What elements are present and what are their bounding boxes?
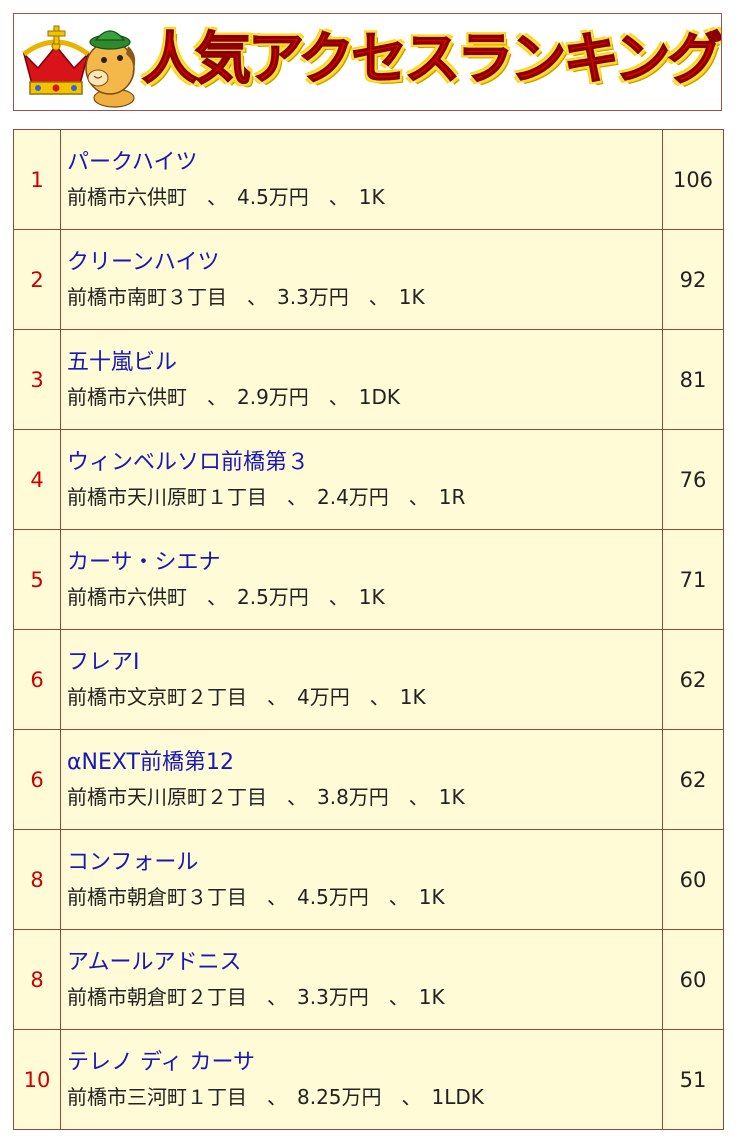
property-details: 前橋市三河町１丁目 、 8.25万円 、 1LDK xyxy=(67,1084,484,1109)
access-count: 62 xyxy=(662,629,724,730)
rank-cell: 2 xyxy=(13,229,61,330)
table-row: 4 ウィンベルソロ前橋第３ 前橋市天川原町１丁目 、 2.4万円 、 1R 76 xyxy=(13,429,724,530)
table-row: 3 五十嵐ビル 前橋市六供町 、 2.9万円 、 1DK 81 xyxy=(13,329,724,430)
access-count: 106 xyxy=(662,129,724,230)
property-name-link[interactable]: コンフォール xyxy=(67,849,199,875)
property-details: 前橋市六供町 、 4.5万円 、 1K xyxy=(67,184,385,209)
property-name-link[interactable]: アムールアドニス xyxy=(67,949,242,975)
rank-cell: 5 xyxy=(13,529,61,630)
ranking-table: 1 パークハイツ 前橋市六供町 、 4.5万円 、 1K 106 2 クリーンハ… xyxy=(13,129,724,1130)
property-details: 前橋市文京町２丁目 、 4万円 、 1K xyxy=(67,684,426,709)
rank-cell: 8 xyxy=(13,829,61,930)
property-cell: クリーンハイツ 前橋市南町３丁目 、 3.3万円 、 1K xyxy=(60,229,663,330)
property-cell: アムールアドニス 前橋市朝倉町２丁目 、 3.3万円 、 1K xyxy=(60,929,663,1030)
access-count: 81 xyxy=(662,329,724,430)
crown-mascot-icon xyxy=(22,25,136,108)
access-count: 92 xyxy=(662,229,724,330)
table-row: 10 テレノ ディ カーサ 前橋市三河町１丁目 、 8.25万円 、 1LDK … xyxy=(13,1029,724,1130)
ranking-banner: 人気アクセスランキング xyxy=(13,13,722,111)
property-name-link[interactable]: フレアⅠ xyxy=(67,649,140,675)
table-row: 6 αNEXT前橋第12 前橋市天川原町２丁目 、 3.8万円 、 1K 62 xyxy=(13,729,724,830)
property-details: 前橋市六供町 、 2.9万円 、 1DK xyxy=(67,384,401,409)
rank-cell: 6 xyxy=(13,729,61,830)
rank-cell: 4 xyxy=(13,429,61,530)
property-name-link[interactable]: 五十嵐ビル xyxy=(67,349,178,375)
property-name-link[interactable]: パークハイツ xyxy=(67,149,198,175)
rank-cell: 3 xyxy=(13,329,61,430)
rank-cell: 8 xyxy=(13,929,61,1030)
property-details: 前橋市朝倉町３丁目 、 4.5万円 、 1K xyxy=(67,884,445,909)
property-cell: カーサ・シエナ 前橋市六供町 、 2.5万円 、 1K xyxy=(60,529,663,630)
table-row: 8 コンフォール 前橋市朝倉町３丁目 、 4.5万円 、 1K 60 xyxy=(13,829,724,930)
property-details: 前橋市六供町 、 2.5万円 、 1K xyxy=(67,584,385,609)
property-details: 前橋市天川原町１丁目 、 2.4万円 、 1R xyxy=(67,484,466,509)
access-count: 76 xyxy=(662,429,724,530)
table-row: 8 アムールアドニス 前橋市朝倉町２丁目 、 3.3万円 、 1K 60 xyxy=(13,929,724,1030)
rank-cell: 1 xyxy=(13,129,61,230)
property-name-link[interactable]: クリーンハイツ xyxy=(67,249,220,275)
table-row: 5 カーサ・シエナ 前橋市六供町 、 2.5万円 、 1K 71 xyxy=(13,529,724,630)
property-cell: パークハイツ 前橋市六供町 、 4.5万円 、 1K xyxy=(60,129,663,230)
rank-cell: 6 xyxy=(13,629,61,730)
property-name-link[interactable]: αNEXT前橋第12 xyxy=(67,749,234,775)
access-count: 62 xyxy=(662,729,724,830)
access-count: 51 xyxy=(662,1029,724,1130)
access-count: 60 xyxy=(662,929,724,1030)
property-cell: フレアⅠ 前橋市文京町２丁目 、 4万円 、 1K xyxy=(60,629,663,730)
property-cell: ウィンベルソロ前橋第３ 前橋市天川原町１丁目 、 2.4万円 、 1R xyxy=(60,429,663,530)
table-row: 6 フレアⅠ 前橋市文京町２丁目 、 4万円 、 1K 62 xyxy=(13,629,724,730)
table-row: 1 パークハイツ 前橋市六供町 、 4.5万円 、 1K 106 xyxy=(13,129,724,230)
property-details: 前橋市朝倉町２丁目 、 3.3万円 、 1K xyxy=(67,984,445,1009)
rank-cell: 10 xyxy=(13,1029,61,1130)
property-name-link[interactable]: テレノ ディ カーサ xyxy=(67,1049,256,1075)
property-name-link[interactable]: ウィンベルソロ前橋第３ xyxy=(67,449,310,475)
property-cell: コンフォール 前橋市朝倉町３丁目 、 4.5万円 、 1K xyxy=(60,829,663,930)
property-details: 前橋市南町３丁目 、 3.3万円 、 1K xyxy=(67,284,425,309)
access-count: 71 xyxy=(662,529,724,630)
property-name-link[interactable]: カーサ・シエナ xyxy=(67,549,221,575)
property-cell: αNEXT前橋第12 前橋市天川原町２丁目 、 3.8万円 、 1K xyxy=(60,729,663,830)
property-details: 前橋市天川原町２丁目 、 3.8万円 、 1K xyxy=(67,784,465,809)
page-title: 人気アクセスランキング xyxy=(141,26,721,93)
property-cell: 五十嵐ビル 前橋市六供町 、 2.9万円 、 1DK xyxy=(60,329,663,430)
property-cell: テレノ ディ カーサ 前橋市三河町１丁目 、 8.25万円 、 1LDK xyxy=(60,1029,663,1130)
table-row: 2 クリーンハイツ 前橋市南町３丁目 、 3.3万円 、 1K 92 xyxy=(13,229,724,330)
access-count: 60 xyxy=(662,829,724,930)
